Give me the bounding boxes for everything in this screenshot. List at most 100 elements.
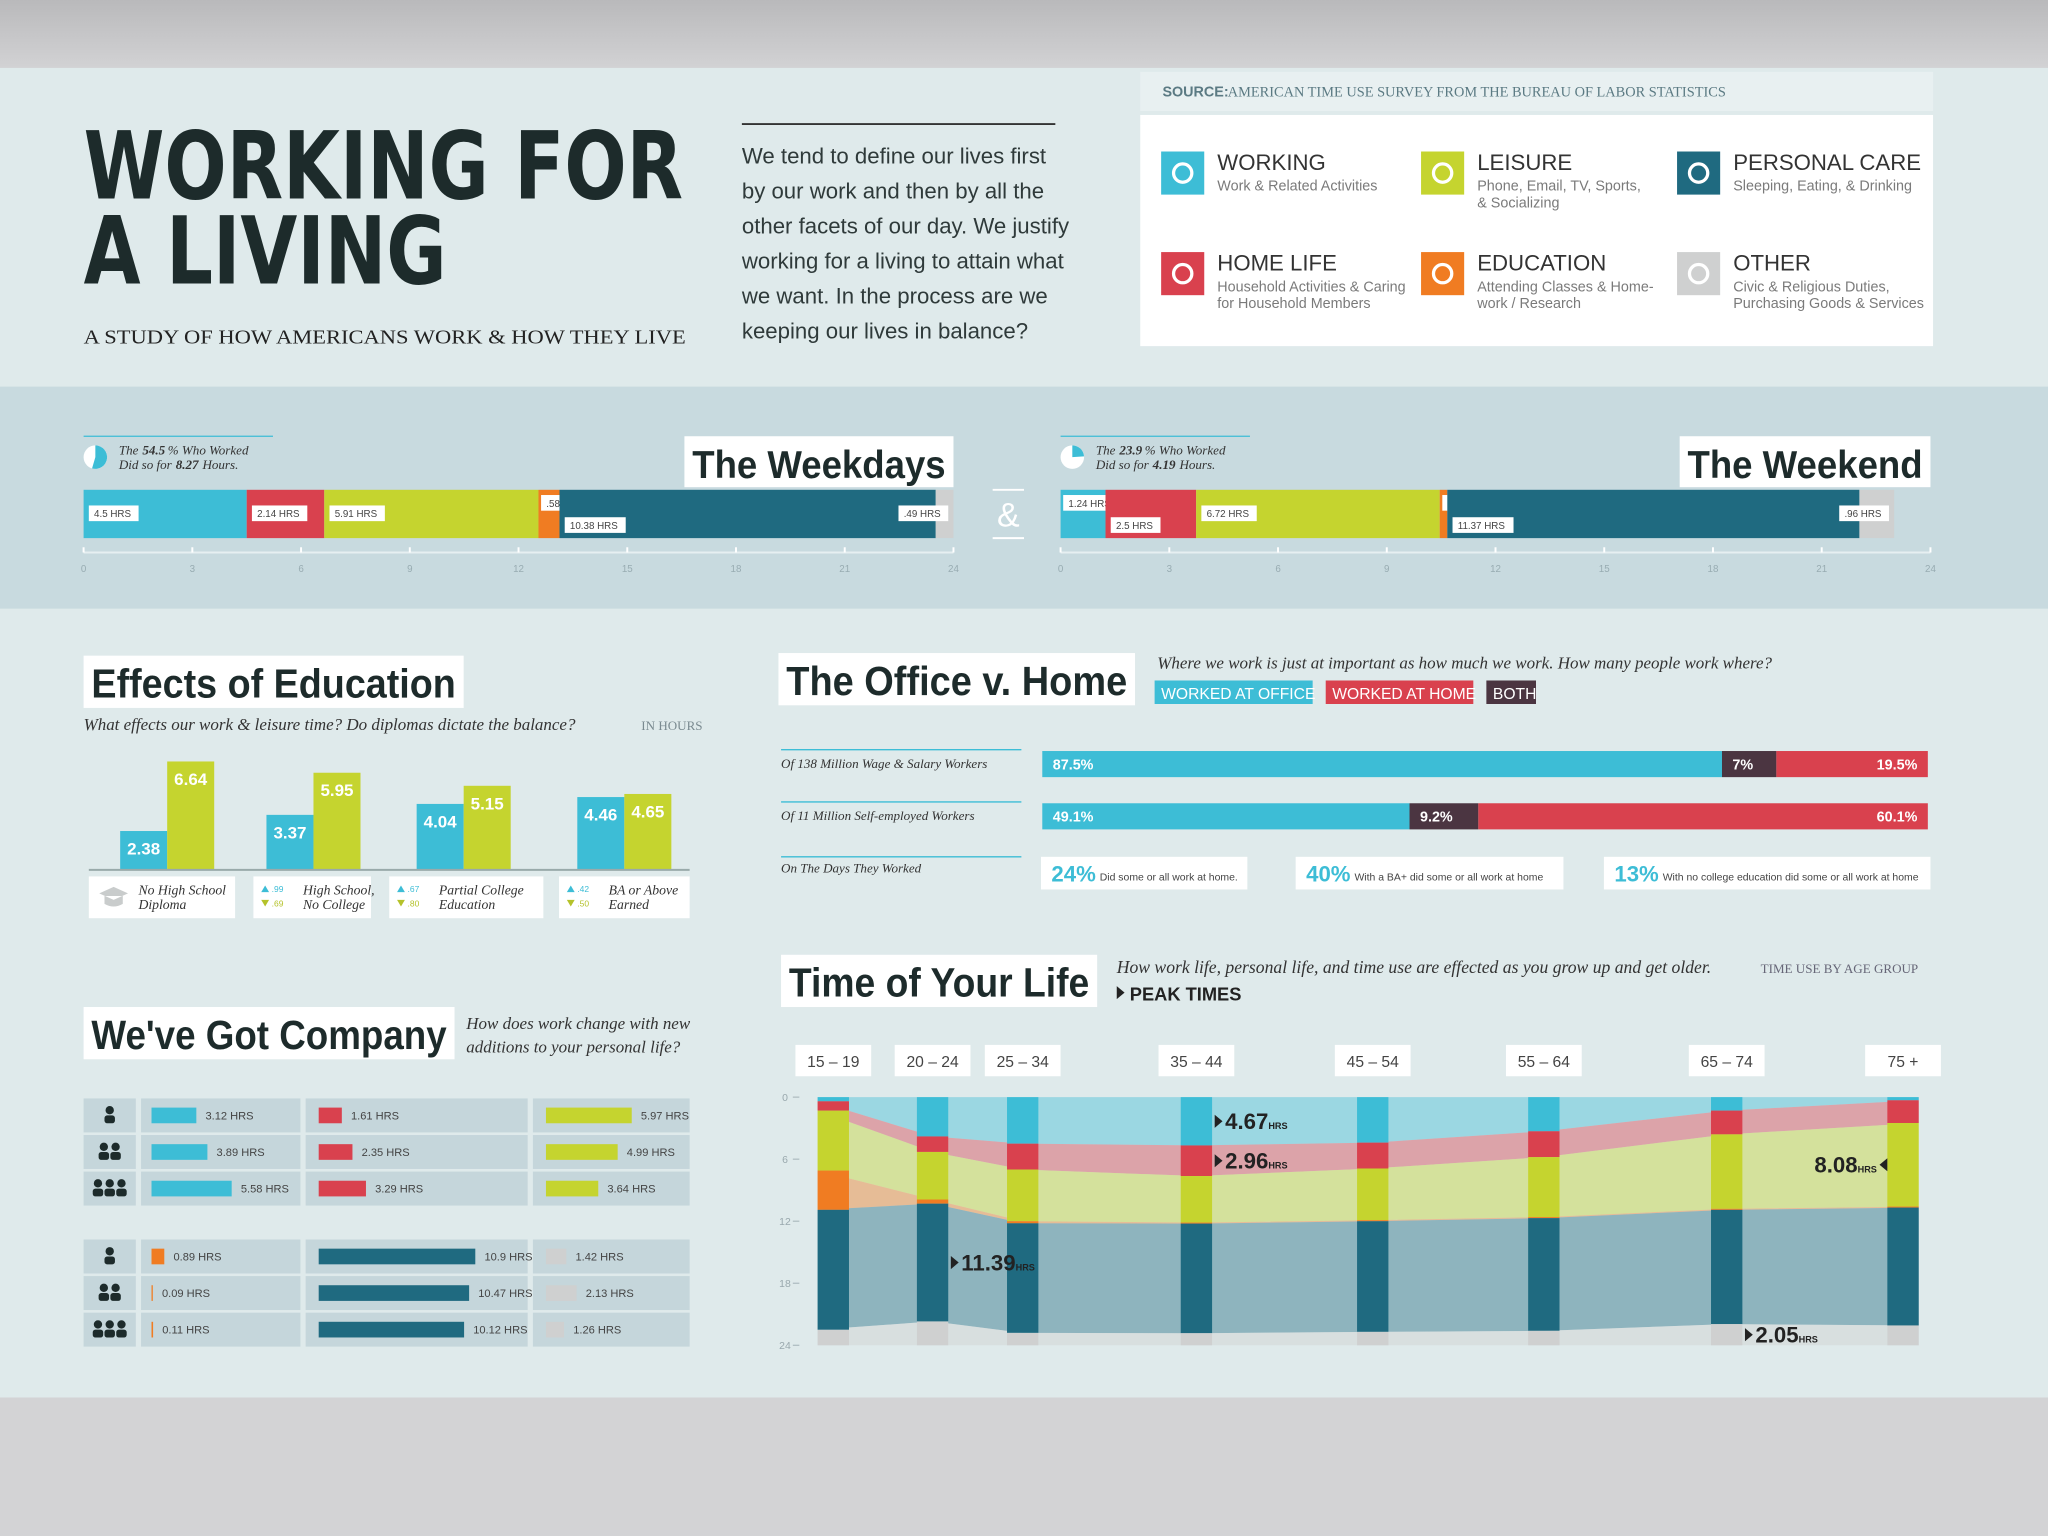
value-label: 2.13 HRS [586, 1288, 634, 1300]
bar-segment [1409, 803, 1479, 830]
value-label: 2.35 HRS [362, 1147, 410, 1159]
column-segment [1711, 1208, 1743, 1210]
person-head [111, 1283, 120, 1293]
x-tick-label: 9 [407, 564, 412, 575]
x-tick-label: 18 [731, 564, 742, 575]
value-label: 0.89 HRS [173, 1251, 221, 1263]
person-body [104, 1256, 115, 1265]
category-box [389, 876, 544, 919]
intro-text: we want. In the process are we [741, 283, 1048, 308]
column-segment [1007, 1221, 1039, 1224]
person-head [105, 1320, 114, 1329]
y-tick-label: 24 [779, 1341, 791, 1352]
x-tick-label: 75 + [1888, 1054, 1919, 1071]
legend-description: Purchasing Goods & Services [1733, 296, 1924, 312]
unit-label: IN HOURS [641, 718, 702, 733]
legend-label: WORKED AT OFFICE [1161, 686, 1315, 703]
page-title: WORKING FOR [84, 113, 684, 222]
column-segment [1007, 1223, 1039, 1333]
value-label: 3.89 HRS [217, 1147, 265, 1159]
column-segment [1528, 1218, 1560, 1331]
column-segment [1357, 1331, 1389, 1346]
category-label: No College [302, 897, 365, 912]
column-segment [817, 1170, 849, 1210]
legend-glyph [1687, 262, 1710, 285]
value-label: 10.38 HRS [570, 521, 618, 532]
x-tick-label: 12 [513, 564, 524, 575]
stat-value: 24% [1051, 862, 1096, 887]
stat-value: 40% [1306, 862, 1351, 887]
note-text: The 23.9% Who Worked [1096, 443, 1226, 458]
category-label: Diploma [137, 897, 186, 912]
column-segment [1528, 1131, 1560, 1158]
legend-description: for Household Members [1217, 296, 1370, 312]
down-arrow [261, 899, 270, 907]
value-label: 5.58 HRS [241, 1183, 289, 1195]
peak-marker [1879, 1158, 1888, 1172]
column-segment [1711, 1110, 1743, 1135]
column-segment [916, 1097, 949, 1137]
legend-chip [1486, 680, 1536, 704]
x-tick-label: 24 [948, 564, 959, 575]
peak-value: 2.05HRS [1755, 1323, 1817, 1348]
person-head [105, 1247, 114, 1256]
row-label: Of 138 Million Wage & Salary Workers [781, 756, 987, 771]
bar-segment [1721, 751, 1777, 778]
person-head [111, 1142, 120, 1151]
person-body [116, 1329, 127, 1338]
x-tick-label: 15 [1599, 564, 1610, 575]
value-label: 4.5 HRS [94, 509, 131, 520]
column-segment [1007, 1143, 1039, 1170]
text-span: HRS [1268, 1121, 1287, 1131]
title-box [83, 1007, 455, 1060]
bar [545, 1248, 567, 1265]
pie-slice [92, 445, 108, 469]
age-box [984, 1044, 1061, 1077]
value-label: 87.5% [1053, 757, 1094, 773]
person-head [93, 1320, 103, 1329]
icon-cell [83, 1276, 136, 1311]
x-tick-label: 15 – 19 [807, 1054, 859, 1071]
stat-value: 13% [1614, 862, 1659, 887]
age-box [1505, 1044, 1582, 1077]
chart-title: The Weekdays [692, 444, 945, 487]
up-arrow [397, 885, 405, 893]
value-label: 6.72 HRS [1207, 509, 1250, 520]
text-span: HRS [1858, 1165, 1877, 1175]
note-text: Did so for 4.19 Hours. [1095, 457, 1215, 472]
person-body [92, 1188, 104, 1197]
text-span: 13 [1614, 862, 1639, 887]
change-label: .80 [408, 898, 420, 908]
column-segment [1887, 1100, 1919, 1123]
table-cell [141, 1276, 301, 1311]
value-label: 10.12 HRS [473, 1325, 527, 1337]
area-band [817, 1110, 1919, 1223]
column-segment [1180, 1222, 1213, 1224]
chart-subtitle: What effects our work & leisure time? Do… [84, 715, 576, 734]
note-text: Did so for 8.27 Hours. [118, 457, 238, 472]
bar-segment [1447, 489, 1860, 539]
column-segment [916, 1203, 949, 1322]
value-label: 1.26 HRS [573, 1325, 621, 1337]
icon-cell [83, 1239, 136, 1274]
text-span: 2.05 [1755, 1323, 1798, 1348]
person-body [98, 1152, 110, 1160]
text-span: HRS [1268, 1161, 1287, 1171]
change-label: .67 [408, 884, 420, 894]
row-label: Of 11 Million Self-employed Workers [781, 808, 975, 823]
category-box [88, 876, 236, 919]
person-head [93, 1179, 103, 1188]
bar [545, 1180, 599, 1197]
connector: & [997, 496, 1020, 534]
text-span: HRS [1799, 1335, 1818, 1345]
value-label: 49.1% [1053, 810, 1094, 826]
person-body [104, 1329, 115, 1338]
column-segment [1007, 1097, 1039, 1144]
value-label: 1.61 HRS [351, 1110, 399, 1122]
legend-glyph [1431, 262, 1454, 285]
text-span: 8.27 [176, 457, 199, 472]
bar-segment [1478, 803, 1928, 830]
bar [313, 772, 361, 870]
column-segment [1887, 1325, 1919, 1346]
